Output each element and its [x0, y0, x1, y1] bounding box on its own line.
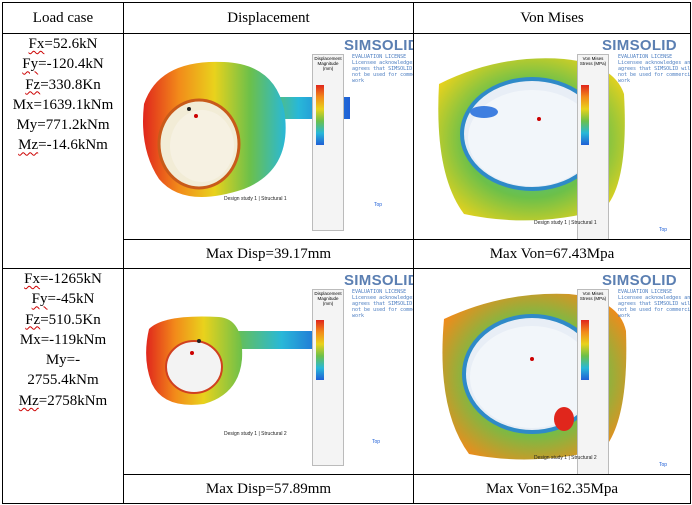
study-label: Design study 1 | Structural 1 — [224, 196, 287, 202]
displacement-model-2 — [146, 316, 329, 405]
load-fx: Fx=52.6kN — [28, 36, 98, 52]
max-disp-2: Max Disp=57.89mm — [123, 474, 414, 504]
load-mz: Mz=2758kNm — [18, 392, 108, 409]
header-load-case: Load case — [2, 2, 124, 34]
load-case-2: Fx=-1265kN Fy=-45kN Fz=510.5Kn Mx=-119kN… — [2, 268, 124, 504]
simsolid-logo: SIMSOLID — [602, 37, 677, 54]
axis-top-label: Top — [659, 462, 668, 468]
vonmises-plot-1: SIMSOLID EVALUATION LICENSE Licensee ack… — [413, 33, 691, 240]
load-mz: Mz=-14.6kNm — [18, 137, 108, 154]
header-displacement: Displacement — [123, 2, 414, 34]
evaluation-notice: EVALUATION LICENSE Licensee acknowledges… — [352, 54, 414, 84]
legend-title: Displacement Magnitude (mm) — [314, 56, 342, 71]
load-fy: Fy=-45kN — [31, 291, 95, 308]
study-label: Design study 1 | Structural 1 — [534, 220, 597, 226]
load-my: My=771.2kNm — [16, 117, 110, 134]
color-legend — [581, 85, 589, 145]
legend-panel: Displacement Magnitude (mm) — [312, 289, 344, 466]
load-my: My=- — [45, 352, 81, 369]
load-mx: Mx=-119kNm — [19, 331, 107, 348]
vonmises-plot-2: SIMSOLID EVALUATION LICENSE Licensee ack… — [413, 268, 691, 475]
axis-top-label: Top — [659, 227, 668, 233]
evaluation-notice: EVALUATION LICENSE Licensee acknowledges… — [618, 54, 691, 84]
axis-top-label: Top — [374, 202, 383, 208]
legend-title: Displacement Magnitude (mm) — [314, 291, 342, 306]
load-fz: Fz=510.5Kn — [25, 311, 101, 328]
displacement-model-1 — [143, 61, 350, 197]
load-fy: Fy=-120.4kN — [22, 56, 104, 73]
legend-panel: Von Mises Stress (MPa) — [577, 289, 609, 474]
legend-title: Von Mises Stress (MPa) — [579, 291, 607, 301]
color-legend — [581, 320, 589, 380]
max-disp-1: Max Disp=39.17mm — [123, 239, 414, 269]
color-legend — [316, 320, 324, 380]
legend-panel: Displacement Magnitude (mm) — [312, 54, 344, 231]
displacement-plot-1: SIMSOLID EVALUATION LICENSE Licensee ack… — [123, 33, 414, 240]
study-label: Design study 1 | Structural 2 — [534, 455, 597, 461]
simsolid-logo: SIMSOLID — [344, 272, 414, 289]
evaluation-notice: EVALUATION LICENSE Licensee acknowledges… — [352, 289, 414, 319]
load-case-1: Fx=52.6kN Fy=-120.4kN Fz=330.8Kn Mx=1639… — [2, 33, 124, 269]
load-fz: Fz=330.8Kn — [25, 76, 101, 93]
header-von-mises: Von Mises — [413, 2, 691, 34]
simsolid-logo: SIMSOLID — [344, 37, 414, 54]
simsolid-logo: SIMSOLID — [602, 272, 677, 289]
legend-panel: Von Mises Stress (MPa) — [577, 54, 609, 239]
evaluation-notice: EVALUATION LICENSE Licensee acknowledges… — [618, 289, 691, 319]
load-fx: Fx=-1265kN — [24, 271, 102, 287]
study-label: Design study 1 | Structural 2 — [224, 431, 287, 437]
color-legend — [316, 85, 324, 145]
load-my-cont: 2755.4kNm — [27, 372, 99, 389]
max-von-2: Max Von=162.35Mpa — [413, 474, 691, 504]
legend-title: Von Mises Stress (MPa) — [579, 56, 607, 66]
displacement-plot-2: SIMSOLID EVALUATION LICENSE Licensee ack… — [123, 268, 414, 475]
axis-top-label: Top — [372, 439, 381, 445]
max-von-1: Max Von=67.43Mpa — [413, 239, 691, 269]
load-mx: Mx=1639.1kNm — [12, 96, 114, 113]
